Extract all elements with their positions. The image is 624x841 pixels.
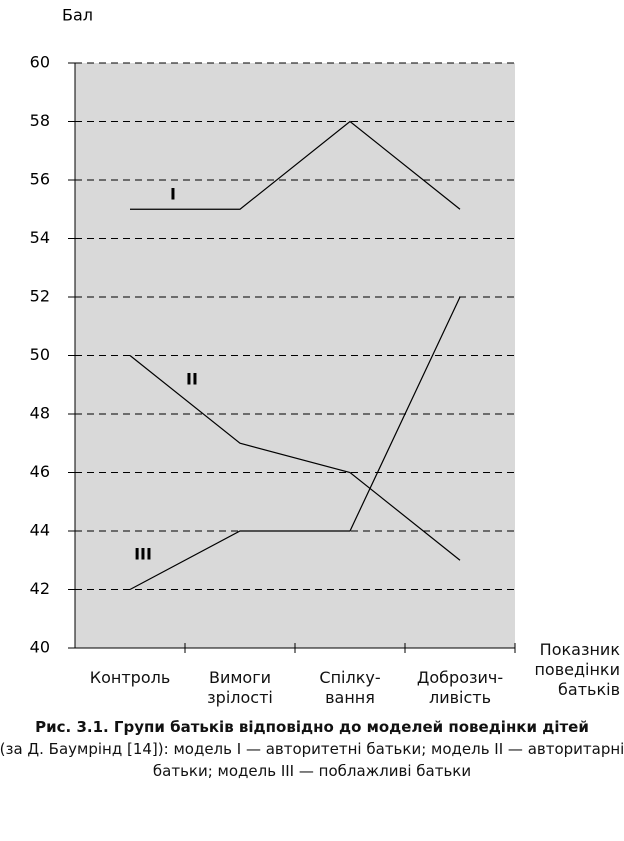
page: Бал 4042444648505254565860IIIIII Показни… — [0, 0, 624, 841]
x-axis-label: Показник поведінки батьків — [534, 640, 620, 700]
y-tick-label: 50 — [30, 345, 50, 364]
y-tick-label: 54 — [30, 228, 50, 247]
caption-line: (за Д. Баумрінд [14]): модель I — автори… — [0, 740, 624, 758]
caption-line: Рис. 3.1. Групи батьків відповідно до мо… — [0, 718, 624, 736]
x-tick-label: Вимоги зрілості — [185, 668, 295, 708]
y-axis-label: Бал — [62, 6, 93, 25]
x-tick-label: Доброзич- ливість — [405, 668, 515, 708]
y-tick-label: 40 — [30, 638, 50, 657]
y-tick-label: 42 — [30, 579, 50, 598]
series-label: II — [186, 370, 198, 389]
x-tick-label: Контроль — [75, 668, 185, 688]
y-tick-label: 52 — [30, 287, 50, 306]
y-tick-label: 48 — [30, 404, 50, 423]
y-tick-label: 60 — [30, 53, 50, 72]
y-tick-label: 44 — [30, 521, 50, 540]
x-tick-label: Спілку- вання — [295, 668, 405, 708]
series-label: I — [170, 185, 176, 204]
caption-line: батьки; модель III — поблажливі батьки — [0, 762, 624, 780]
y-tick-label: 46 — [30, 462, 50, 481]
y-tick-label: 56 — [30, 170, 50, 189]
chart: Бал 4042444648505254565860IIIIII — [0, 0, 624, 841]
series-label: III — [134, 545, 152, 564]
y-tick-label: 58 — [30, 111, 50, 130]
